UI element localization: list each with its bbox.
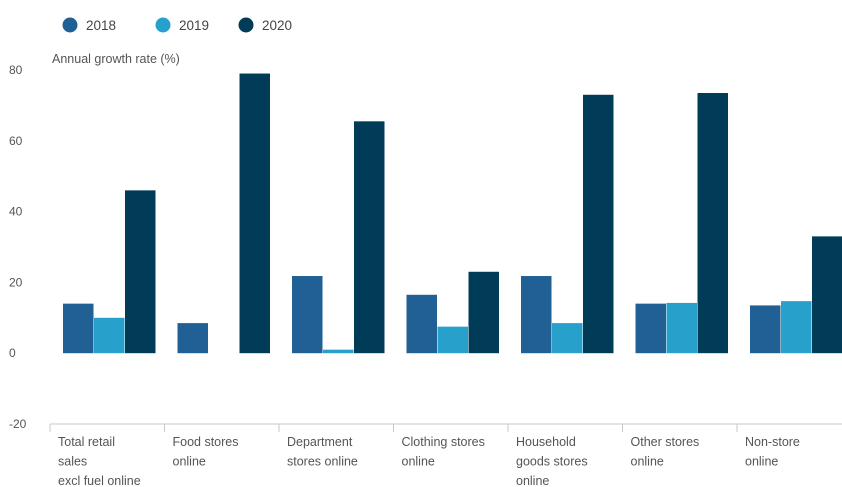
y-tick-label: 0 bbox=[9, 346, 16, 360]
bar-2020 bbox=[354, 121, 385, 354]
y-tick-label: 60 bbox=[9, 134, 23, 148]
legend-item-2018: 2018 bbox=[62, 17, 116, 33]
legend-label: 2018 bbox=[86, 18, 116, 33]
legend-item-2020: 2020 bbox=[238, 17, 292, 33]
legend-marker bbox=[238, 17, 254, 33]
x-axis: Total retail sales excl fuel online Food st… bbox=[49, 423, 842, 487]
bar-2020 bbox=[812, 236, 842, 354]
x-tick-label: Clothing stores online bbox=[402, 435, 485, 469]
bar-2018 bbox=[63, 303, 94, 354]
y-tick-label: 40 bbox=[9, 205, 23, 219]
legend-marker bbox=[155, 17, 171, 33]
y-tick-label: -20 bbox=[9, 417, 27, 431]
bar-2018 bbox=[292, 276, 323, 354]
bar-2020 bbox=[583, 94, 614, 354]
y-tick-label: 80 bbox=[9, 63, 23, 77]
legend-marker bbox=[62, 17, 78, 33]
legend-label: 2020 bbox=[262, 18, 292, 33]
legend-item-2019: 2019 bbox=[155, 17, 209, 33]
bar-2020 bbox=[468, 271, 499, 354]
y-axis: 80 60 40 20 0 -20 bbox=[9, 63, 27, 431]
bar-2020 bbox=[697, 93, 728, 354]
bar-2018 bbox=[750, 305, 781, 354]
bar-2020 bbox=[239, 73, 270, 354]
bar-2018 bbox=[521, 276, 552, 354]
bar-2020 bbox=[125, 190, 156, 354]
bar-2018 bbox=[635, 303, 666, 354]
x-tick-label: Food stores online bbox=[173, 435, 239, 469]
bar-2019 bbox=[94, 317, 125, 354]
legend: 2018 2019 2020 bbox=[62, 17, 292, 33]
bar-2018 bbox=[177, 323, 208, 354]
y-axis-label: Annual growth rate (%) bbox=[52, 52, 180, 66]
bar-2018 bbox=[406, 294, 437, 354]
legend-label: 2019 bbox=[179, 18, 209, 33]
bar-2019 bbox=[781, 301, 812, 354]
x-tick-label: Department stores online bbox=[287, 435, 358, 469]
bars bbox=[63, 73, 842, 354]
bar-2019 bbox=[323, 349, 354, 354]
x-tick-label: Household goods stores online bbox=[516, 435, 588, 487]
bar-2019 bbox=[437, 326, 468, 354]
x-tick-label: Total retail sales excl fuel online bbox=[58, 435, 141, 487]
x-tick-label: Non-store online bbox=[745, 435, 800, 469]
x-tick-label: Other stores online bbox=[631, 435, 700, 469]
y-tick-label: 20 bbox=[9, 275, 23, 289]
bar-2019 bbox=[666, 302, 697, 354]
bar-2019 bbox=[552, 323, 583, 354]
